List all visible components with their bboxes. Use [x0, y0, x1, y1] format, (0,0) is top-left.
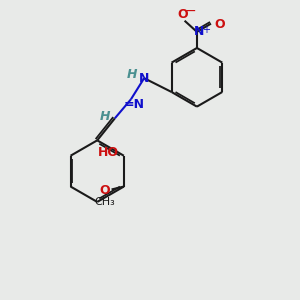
Text: O: O: [100, 184, 110, 196]
Text: H: H: [127, 68, 137, 81]
Text: =N: =N: [123, 98, 144, 111]
Text: H: H: [99, 110, 110, 123]
Text: −: −: [185, 4, 196, 18]
Text: O: O: [214, 18, 224, 31]
Text: +: +: [202, 25, 210, 34]
Text: N: N: [139, 72, 149, 85]
Text: HO: HO: [98, 146, 119, 159]
Text: CH₃: CH₃: [95, 197, 116, 207]
Text: N: N: [194, 26, 204, 38]
Text: O: O: [177, 8, 188, 21]
